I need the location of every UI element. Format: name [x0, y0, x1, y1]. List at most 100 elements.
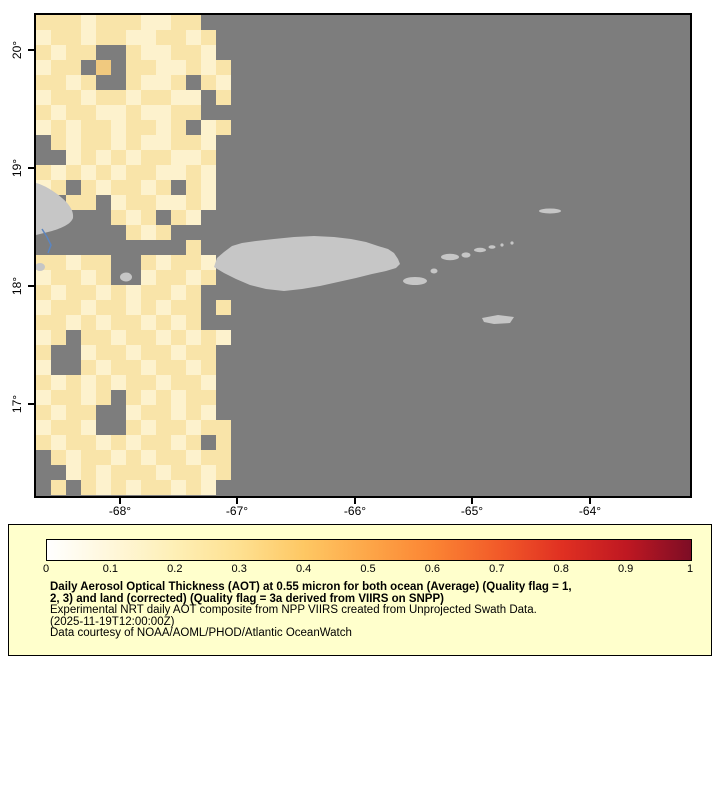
aot-cell [171, 195, 186, 210]
aot-cell [126, 105, 141, 120]
aot-cell [201, 195, 216, 210]
aot-cell [156, 480, 171, 495]
colorbar-tick-label: 0.1 [102, 563, 119, 575]
aot-cell [51, 60, 66, 75]
aot-cell [186, 15, 201, 30]
aot-cell [81, 450, 96, 465]
aot-cell [36, 420, 51, 435]
aot-cell [96, 180, 111, 195]
aot-cell [81, 285, 96, 300]
aot-cell [156, 390, 171, 405]
aot-cell [81, 165, 96, 180]
lat-tick [28, 49, 34, 51]
aot-cell [51, 15, 66, 30]
aot-cell [81, 255, 96, 270]
aot-cell [186, 345, 201, 360]
aot-cell [66, 75, 81, 90]
aot-cell [141, 360, 156, 375]
aot-cell [36, 375, 51, 390]
aot-cell [81, 90, 96, 105]
aot-cell [96, 60, 111, 75]
aot-cell [156, 135, 171, 150]
aot-cell [126, 60, 141, 75]
aot-cell [201, 360, 216, 375]
aot-cell [126, 45, 141, 60]
aot-cell [201, 45, 216, 60]
aot-colorbar [46, 539, 692, 561]
aot-cell [51, 45, 66, 60]
aot-cell [96, 135, 111, 150]
lat-tick [28, 285, 34, 287]
land-virgin-gorda [488, 245, 496, 249]
aot-cell [66, 45, 81, 60]
land-culebra [430, 268, 438, 274]
aot-cell [111, 345, 126, 360]
aot-cell [126, 360, 141, 375]
aot-cell [111, 330, 126, 345]
aot-cell [141, 300, 156, 315]
aot-cell [201, 390, 216, 405]
aot-cell [186, 315, 201, 330]
aot-cell [126, 435, 141, 450]
aot-cell [96, 480, 111, 495]
aot-cell [186, 45, 201, 60]
aot-cell [201, 30, 216, 45]
aot-cell [171, 300, 186, 315]
aot-cell [156, 330, 171, 345]
aot-cell [156, 30, 171, 45]
aot-cell [141, 375, 156, 390]
aot-cell [141, 30, 156, 45]
aot-cell [96, 255, 111, 270]
aot-cell [81, 405, 96, 420]
colorbar-tick-label: 0.6 [424, 563, 441, 575]
aot-cell [96, 375, 111, 390]
aot-cell [171, 285, 186, 300]
aot-cell [66, 195, 81, 210]
aot-cell [141, 75, 156, 90]
aot-cell [216, 420, 231, 435]
colorbar-tick-label: 0.3 [231, 563, 247, 575]
aot-cell [171, 150, 186, 165]
legend-panel: 0 0.1 0.2 0.3 0.4 0.5 0.6 0.7 0.8 0.9 1 Daily Aero… [8, 524, 712, 656]
aot-cell [36, 165, 51, 180]
aot-cell [171, 60, 186, 75]
aot-cell [111, 15, 126, 30]
aot-cell [96, 270, 111, 285]
aot-cell [201, 75, 216, 90]
aot-cell [81, 105, 96, 120]
aot-cell [111, 435, 126, 450]
aot-cell [216, 330, 231, 345]
aot-cell [186, 30, 201, 45]
aot-cell [96, 330, 111, 345]
lon-tick [119, 498, 121, 504]
aot-cell [66, 300, 81, 315]
aot-cell [141, 390, 156, 405]
aot-cell [156, 75, 171, 90]
aot-cell [66, 285, 81, 300]
aot-cell [111, 30, 126, 45]
aot-cell [156, 465, 171, 480]
lat-tick [28, 167, 34, 169]
aot-cell [96, 360, 111, 375]
aot-cell [66, 420, 81, 435]
legend-title-line1: Daily Aerosol Optical Thickness (AOT) at… [50, 581, 572, 593]
aot-cell [141, 435, 156, 450]
aot-cell [126, 15, 141, 30]
aot-cell [111, 300, 126, 315]
aot-cell [171, 270, 186, 285]
aot-cell [126, 450, 141, 465]
aot-cell [81, 330, 96, 345]
aot-cell [216, 300, 231, 315]
aot-cell [186, 405, 201, 420]
aot-cell [186, 450, 201, 465]
aot-cell [171, 15, 186, 30]
aot-cell [141, 270, 156, 285]
aot-cell [96, 390, 111, 405]
aot-cell [51, 90, 66, 105]
aot-cell [141, 60, 156, 75]
aot-cell [141, 315, 156, 330]
legend-text-block: Daily Aerosol Optical Thickness (AOT) at… [50, 581, 699, 640]
aot-cell [81, 120, 96, 135]
aot-cell [186, 60, 201, 75]
